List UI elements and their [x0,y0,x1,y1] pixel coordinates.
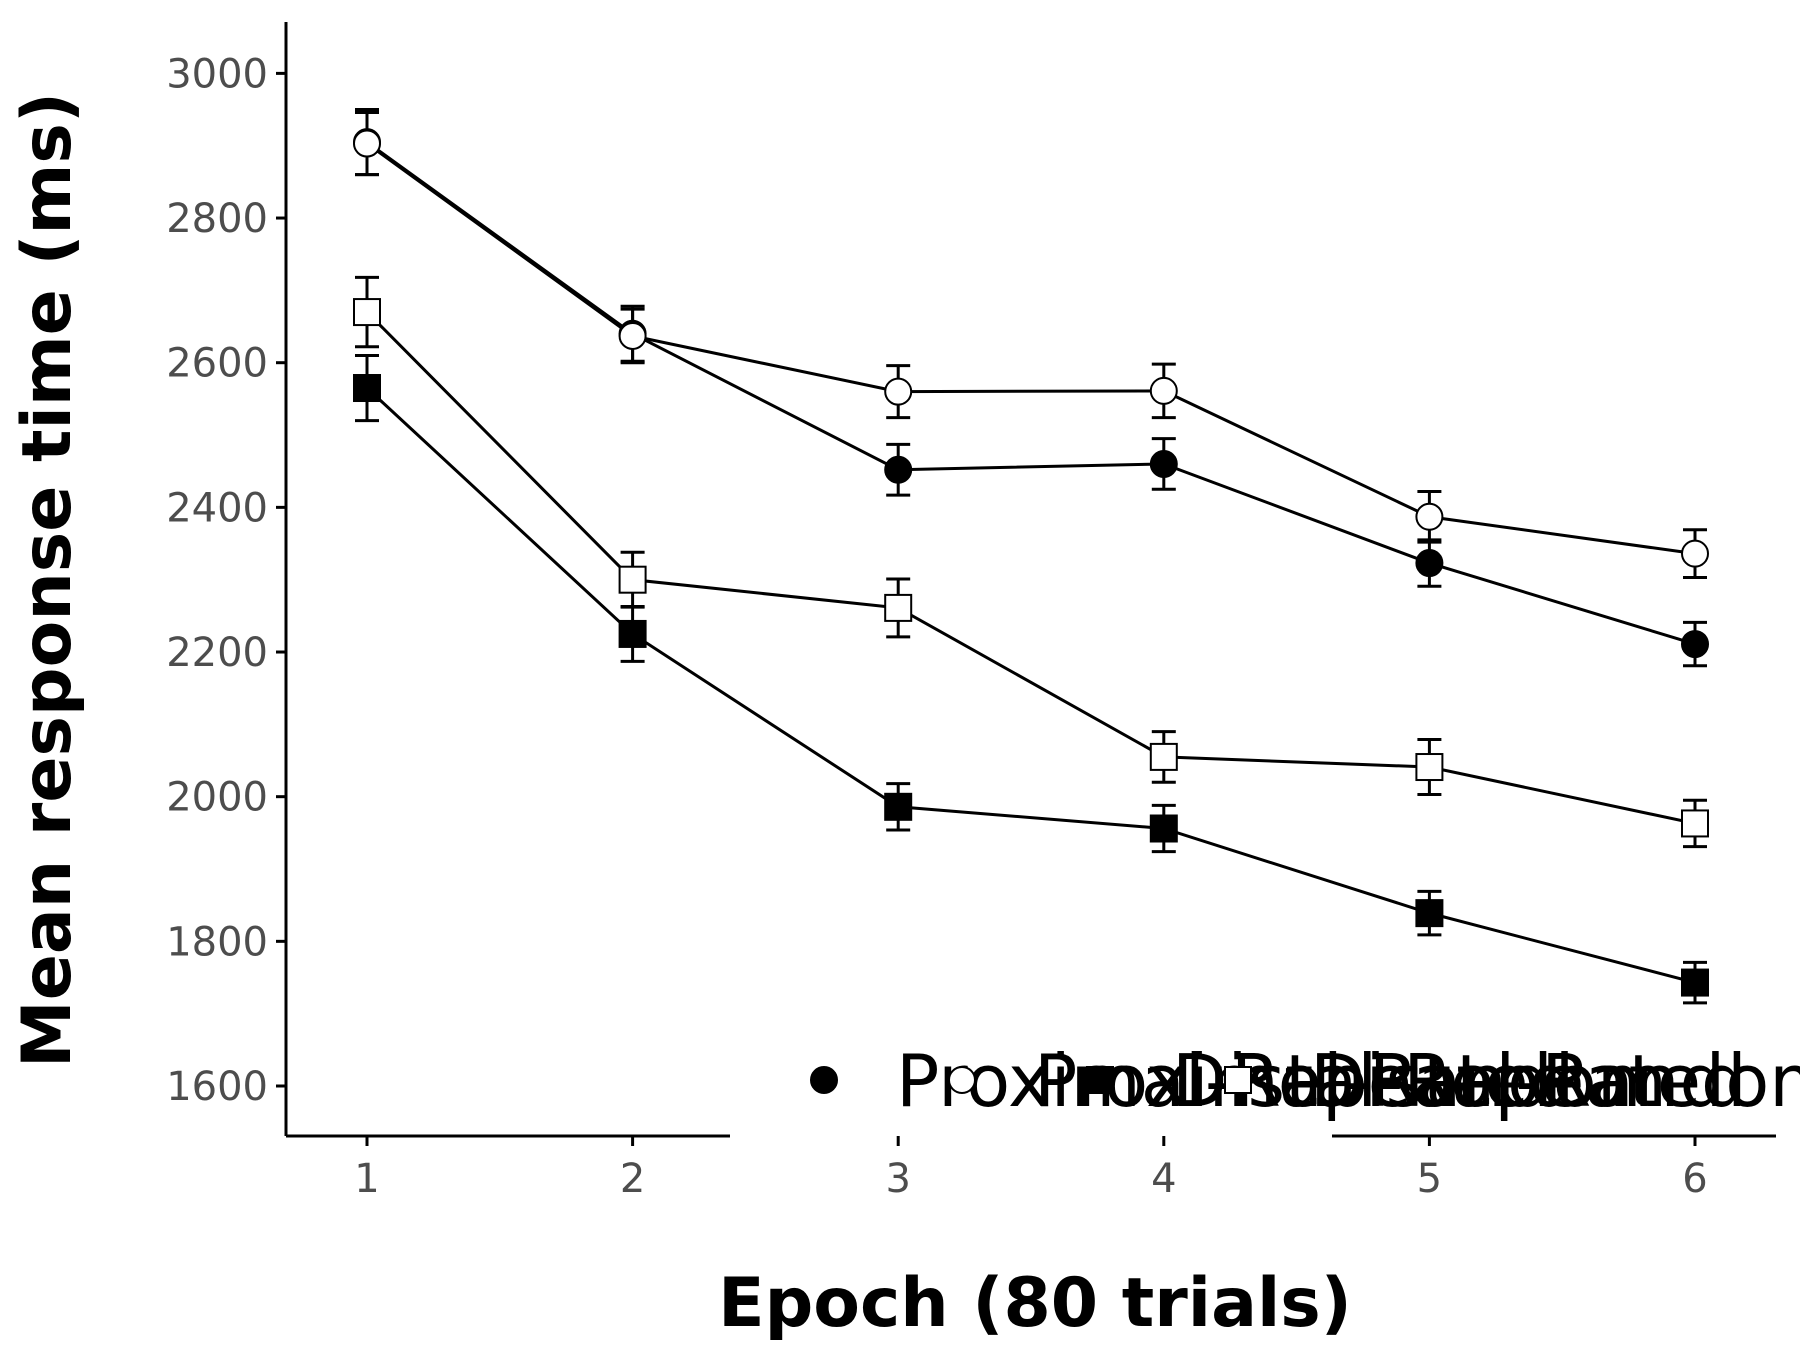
data-point [618,565,647,594]
y-tick-label: 2800 [166,196,268,242]
data-point [884,593,913,622]
x-tick-label: 6 [1682,1156,1707,1202]
data-point [1149,742,1178,771]
series-line [366,140,1696,646]
legend-label: Distal-Random [1310,1039,1800,1123]
y-tick-label: 1600 [166,1064,268,1110]
legend-background [735,1036,1795,1134]
data-point [1681,539,1709,568]
legend-label: Proximal-Random [1034,1039,1667,1123]
legend-item: Distal-Random [1224,1039,1800,1123]
x-tick-label: 5 [1417,1156,1442,1202]
series-distal-repeated [353,353,1709,1005]
data-point [884,455,913,484]
series-proximal-random [353,110,1709,580]
series-line [366,142,1696,556]
series-line [365,311,1696,825]
data-point [1415,549,1444,578]
y-tick-label: 1800 [166,919,268,965]
data-point [884,792,913,821]
data-point [1149,814,1178,843]
data-point [884,377,913,406]
x-axis: 1 2 3 4 5 6 [286,1134,1776,1202]
y-axis: 1600 1800 2000 2200 2400 2600 2800 3000 [166,22,288,1136]
legend-key [948,1066,976,1094]
data-point [618,619,647,648]
y-tick-label: 2000 [166,775,268,821]
x-tick-label: 3 [885,1156,910,1202]
data-point [1149,376,1178,405]
legend-key [810,1066,838,1094]
data-point [618,321,647,350]
data-point [353,129,381,158]
x-tick-label: 2 [620,1156,645,1202]
legend-label: Distal-Repeated [1172,1039,1747,1123]
legend: Proximal-RepeatedProximal-RandomDistal-R… [735,1036,1800,1134]
series-proximal-repeated [353,108,1709,668]
data-point [353,298,381,327]
x-axis-title: Epoch (80 trials) [718,1264,1352,1343]
legend-item: Proximal-Random [948,1039,1667,1123]
y-axis-title: Mean response time (ms) [8,92,87,1068]
y-tick-label: 2200 [166,630,268,676]
data-point [1681,968,1709,997]
data-point [1681,630,1709,659]
data-point [1149,449,1178,478]
data-point [1415,502,1444,531]
data-point [1415,753,1444,782]
x-tick-label: 4 [1151,1156,1176,1202]
series-line [365,386,1696,985]
data-point [353,374,381,403]
legend-item: Distal-Repeated [1086,1039,1747,1123]
y-tick-label: 3000 [166,51,268,97]
legend-key [1086,1066,1114,1094]
legend-key [1224,1066,1252,1094]
x-tick-label: 1 [354,1156,379,1202]
series-layer [353,108,1709,1005]
data-point [1681,809,1709,838]
y-tick-label: 2400 [166,485,268,531]
y-tick-label: 2600 [166,341,268,387]
series-distal-random [353,275,1709,849]
data-point [1415,899,1444,928]
